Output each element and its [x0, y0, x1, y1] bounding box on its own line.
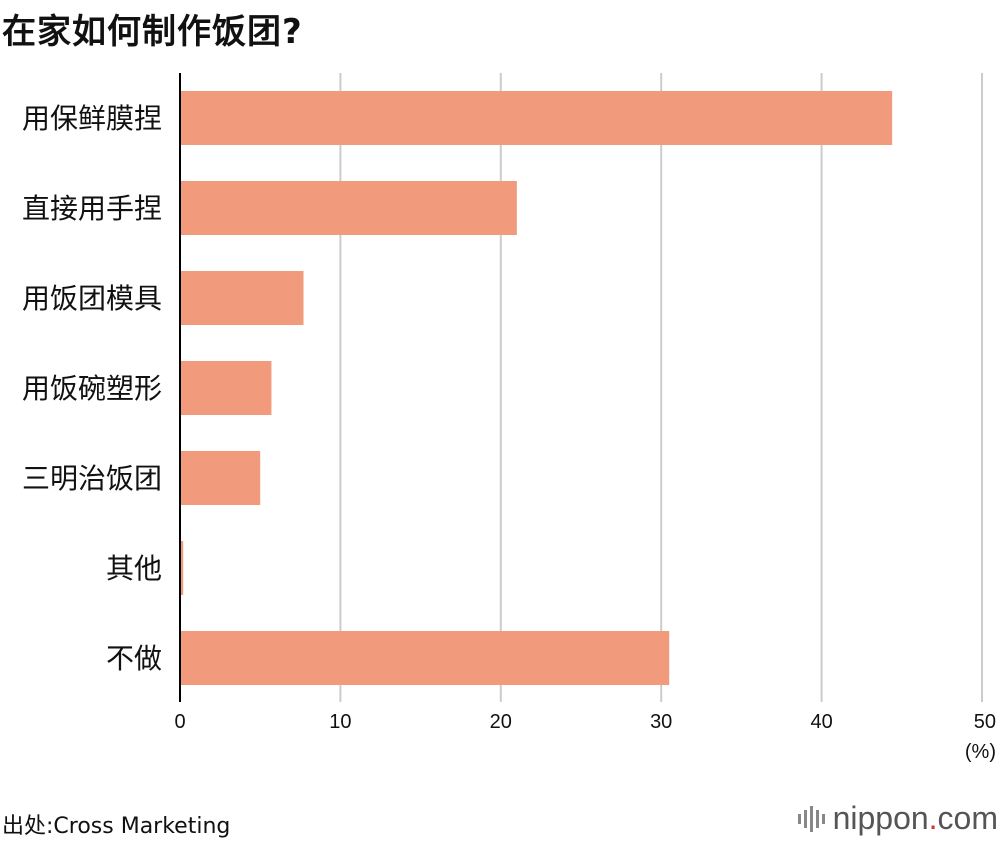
x-tick-label: 50 — [974, 711, 996, 733]
category-label: 不做 — [106, 642, 162, 675]
category-label: 其他 — [106, 552, 162, 585]
bar — [180, 91, 893, 145]
gridlines — [339, 73, 983, 702]
source-note: 出处:Cross Marketing — [2, 814, 231, 839]
logo-dot: . — [928, 800, 938, 836]
bar — [180, 451, 261, 505]
chart-title: 在家如何制作饭团? — [2, 12, 303, 52]
bar — [180, 541, 184, 595]
x-tick-label: 40 — [810, 711, 832, 733]
category-label: 用饭碗塑形 — [22, 372, 162, 405]
bar — [180, 271, 304, 325]
bar — [180, 631, 670, 685]
category-label: 用保鲜膜捏 — [22, 102, 162, 135]
x-tick-label: 20 — [490, 711, 512, 733]
logo-suffix: com — [937, 800, 998, 836]
unit-label: (%) — [965, 741, 996, 763]
logo-bars-icon — [797, 805, 825, 832]
bar — [180, 361, 272, 415]
category-label: 三明治饭团 — [22, 462, 162, 495]
bars — [180, 91, 893, 685]
bar — [180, 181, 517, 235]
category-label: 直接用手捏 — [22, 192, 162, 225]
x-tick-label: 10 — [329, 711, 351, 733]
x-tick-label: 0 — [174, 711, 185, 733]
logo-name: nippon — [832, 800, 929, 836]
x-tick-labels: 0 10 20 30 40 50 — [174, 711, 996, 733]
x-tick-label: 30 — [650, 711, 672, 733]
nippon-logo[interactable]: nippon. com — [797, 800, 998, 837]
category-label: 用饭团模具 — [22, 282, 162, 315]
